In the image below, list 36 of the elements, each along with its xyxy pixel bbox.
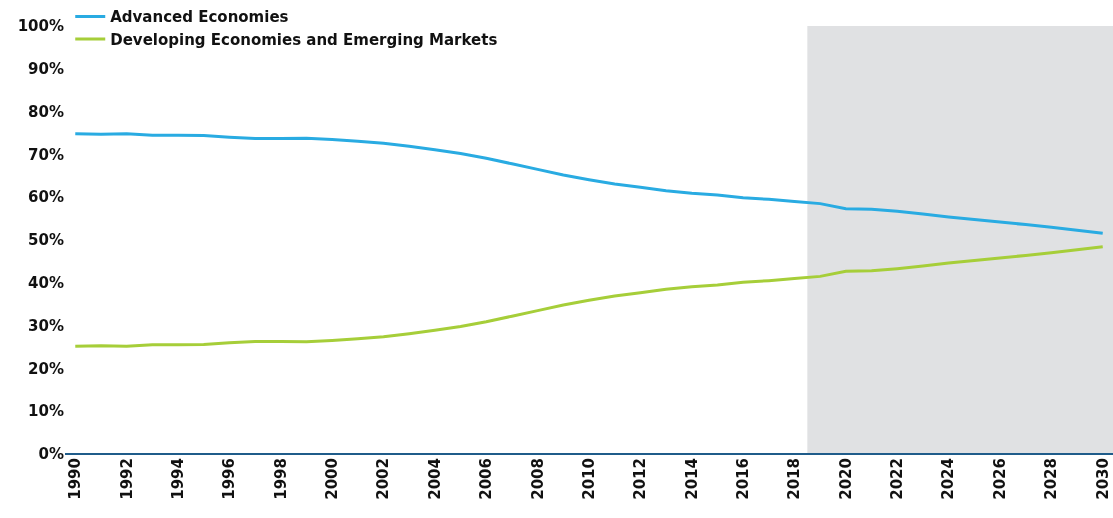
- x-tick-label: 1998: [271, 458, 290, 500]
- x-tick-label: 2026: [990, 458, 1009, 500]
- x-tick-label: 2030: [1093, 458, 1112, 500]
- y-tick-label: 70%: [28, 145, 64, 164]
- x-tick-label: 1990: [66, 458, 85, 500]
- y-tick-label: 30%: [28, 316, 64, 335]
- x-tick-label: 2020: [836, 458, 855, 500]
- x-tick-label: 1994: [168, 458, 187, 500]
- y-tick-label: 20%: [28, 359, 64, 378]
- x-tick-label: 2012: [631, 458, 650, 500]
- x-tick-label: 2010: [579, 458, 598, 500]
- x-tick-label: 2006: [477, 458, 496, 500]
- x-tick-label: 2016: [733, 458, 752, 500]
- x-tick-label: 2004: [425, 458, 444, 500]
- y-tick-label: 10%: [28, 402, 64, 421]
- x-tick-label: 2014: [682, 458, 701, 500]
- x-tick-label: 1992: [117, 458, 136, 500]
- x-tick-label: 2002: [374, 458, 393, 500]
- x-tick-label: 2018: [785, 458, 804, 500]
- y-tick-label: 100%: [17, 17, 64, 36]
- x-tick-label: 2024: [939, 458, 958, 500]
- legend-label: Advanced Economies: [110, 8, 289, 27]
- y-tick-label: 80%: [28, 102, 64, 121]
- x-tick-label: 1996: [220, 458, 239, 500]
- x-tick-label: 2028: [1042, 458, 1061, 500]
- y-tick-label: 60%: [28, 188, 64, 207]
- x-tick-label: 2008: [528, 458, 547, 500]
- y-tick-label: 90%: [28, 60, 64, 79]
- x-tick-label: 2022: [888, 458, 907, 500]
- line-series: [73, 132, 1105, 235]
- y-tick-label: 0%: [38, 445, 64, 464]
- x-tick-label: 2000: [323, 458, 342, 500]
- line-series: [73, 245, 1105, 348]
- y-tick-label: 40%: [28, 274, 64, 293]
- legend-label: Developing Economies and Emerging Markets: [110, 30, 498, 49]
- y-tick-label: 50%: [28, 231, 64, 250]
